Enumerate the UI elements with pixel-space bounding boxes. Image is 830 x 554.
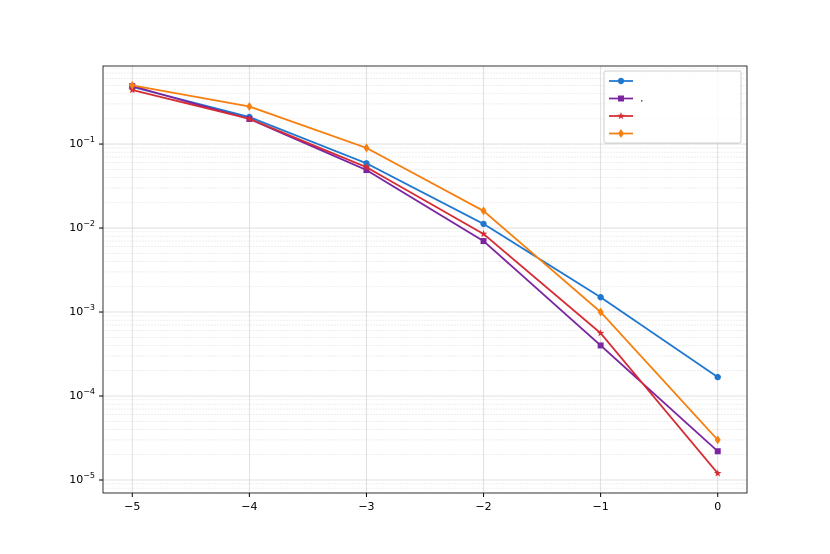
marker bbox=[714, 435, 721, 445]
marker bbox=[479, 229, 488, 238]
marker bbox=[480, 220, 487, 228]
marker bbox=[363, 167, 370, 174]
marker bbox=[713, 469, 722, 477]
legend-label: . bbox=[640, 92, 644, 105]
series bbox=[129, 80, 721, 445]
marker bbox=[480, 238, 487, 245]
marker bbox=[597, 294, 604, 301]
marker bbox=[596, 329, 605, 337]
marker bbox=[714, 448, 721, 455]
marker bbox=[617, 112, 625, 120]
marker bbox=[246, 102, 253, 112]
series-line bbox=[132, 89, 719, 474]
marker bbox=[245, 114, 254, 123]
marker bbox=[597, 307, 604, 317]
tick-label: 10−1 bbox=[69, 135, 95, 151]
tick-label: 10−4 bbox=[69, 387, 95, 403]
tick-label: −3 bbox=[358, 500, 374, 513]
marker bbox=[362, 163, 371, 171]
legend: . bbox=[603, 70, 742, 144]
plot-frame bbox=[102, 65, 748, 494]
marker bbox=[363, 143, 370, 153]
tick-label: 10−5 bbox=[69, 470, 95, 486]
tick-label: 10−3 bbox=[69, 303, 95, 319]
series-line bbox=[132, 84, 719, 441]
series bbox=[128, 86, 722, 477]
marker bbox=[618, 95, 624, 102]
grid bbox=[103, 66, 747, 494]
tick-label: 10−2 bbox=[69, 219, 95, 235]
tick-label: −2 bbox=[475, 500, 491, 513]
tick-label: −4 bbox=[241, 500, 257, 513]
tick-label: −1 bbox=[593, 500, 609, 513]
series-line bbox=[132, 85, 719, 378]
tick-label: −5 bbox=[124, 500, 140, 513]
tick-label: 0 bbox=[714, 500, 721, 513]
marker bbox=[714, 373, 721, 381]
marker bbox=[618, 129, 624, 138]
marker bbox=[597, 342, 604, 349]
legend-box bbox=[603, 70, 742, 144]
marker bbox=[480, 206, 487, 216]
marker bbox=[129, 80, 136, 90]
marker bbox=[617, 77, 625, 85]
